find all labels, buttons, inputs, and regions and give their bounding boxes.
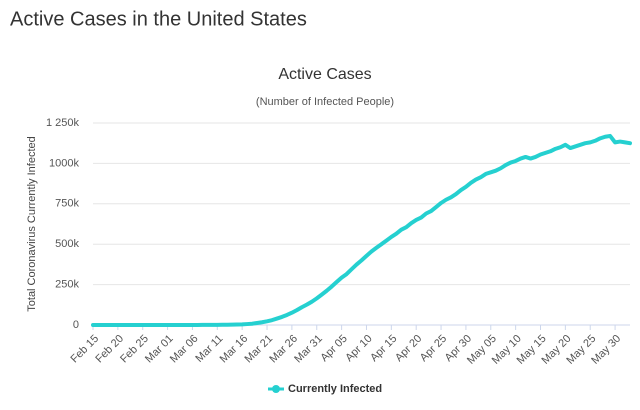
x-tick-label: Apr 25 xyxy=(418,333,449,364)
chart-title: Active Cases xyxy=(278,66,371,83)
x-tick-label: Mar 06 xyxy=(168,333,201,366)
legend-marker xyxy=(272,385,280,393)
y-tick-label: 1000k xyxy=(49,157,79,169)
x-tick-label: Mar 31 xyxy=(292,333,325,366)
y-axis-label: Total Coronavirus Currently Infected xyxy=(26,136,38,311)
legend-label: Currently Infected xyxy=(288,383,382,395)
y-tick-label: 1 250k xyxy=(46,117,80,129)
y-tick-label: 750k xyxy=(55,198,79,210)
x-tick-label: Apr 20 xyxy=(393,333,424,364)
y-tick-label: 250k xyxy=(55,279,79,291)
chart-subtitle: (Number of Infected People) xyxy=(256,96,394,108)
page-title: Active Cases in the United States xyxy=(10,8,307,30)
y-tick-label: 500k xyxy=(55,238,79,250)
data-line xyxy=(91,133,632,327)
x-tick-label: Apr 05 xyxy=(318,333,349,364)
x-tick-label: Apr 10 xyxy=(343,333,374,364)
x-tick-label: Apr 15 xyxy=(368,333,399,364)
y-tick-label: 0 xyxy=(73,319,79,331)
